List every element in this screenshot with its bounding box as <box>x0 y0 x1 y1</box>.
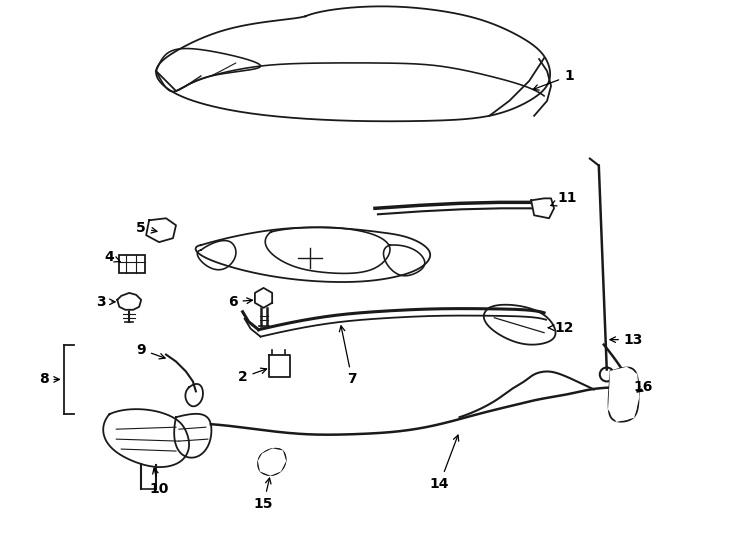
Polygon shape <box>608 368 639 421</box>
Polygon shape <box>255 288 272 308</box>
Polygon shape <box>258 449 286 475</box>
Polygon shape <box>269 355 291 377</box>
Text: 3: 3 <box>97 295 115 309</box>
Polygon shape <box>146 218 176 242</box>
Text: 8: 8 <box>39 373 59 387</box>
Text: 10: 10 <box>150 468 169 496</box>
Text: 9: 9 <box>137 342 165 359</box>
Text: 2: 2 <box>238 368 266 384</box>
Text: 6: 6 <box>228 295 252 309</box>
Text: 4: 4 <box>104 250 120 264</box>
Text: 13: 13 <box>610 333 643 347</box>
Text: 11: 11 <box>550 191 577 206</box>
Text: 7: 7 <box>339 326 357 387</box>
Text: 1: 1 <box>533 69 574 90</box>
Text: 16: 16 <box>634 380 653 394</box>
Text: 12: 12 <box>548 321 574 335</box>
Text: 15: 15 <box>254 478 273 511</box>
Text: 14: 14 <box>430 435 459 491</box>
Polygon shape <box>531 198 554 218</box>
Polygon shape <box>117 293 141 310</box>
Text: 5: 5 <box>137 221 157 235</box>
FancyBboxPatch shape <box>120 255 145 273</box>
